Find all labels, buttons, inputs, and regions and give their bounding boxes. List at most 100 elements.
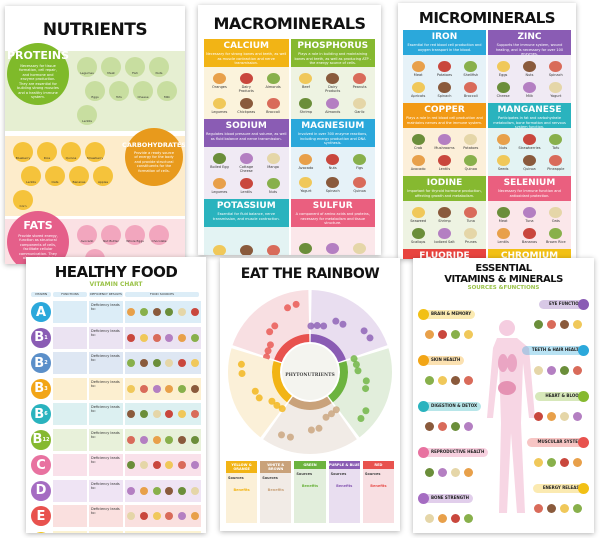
vitamin-row-b12: B 12 Deficiency leads to: <box>31 428 201 452</box>
sources-label: Sources <box>330 472 347 476</box>
benefit-icon <box>578 437 589 448</box>
food-item: Lentils <box>234 177 258 194</box>
poster-title: NUTRIENTS <box>42 20 148 40</box>
food-label: Bananas <box>521 239 538 244</box>
food-icon <box>425 422 434 431</box>
benefit-teeth-hair-health: TEETH & HAIR HEALTH <box>521 346 586 355</box>
mineral-name: SODIUM <box>225 121 267 131</box>
mineral-card-chromium: CHROMIUMInvolved in glucose metabolism a… <box>488 249 571 259</box>
food-icon <box>266 328 274 336</box>
food-label: Lentils <box>497 239 509 244</box>
benefits-label: Benefits <box>336 484 353 488</box>
food-label: Milk <box>525 93 533 98</box>
mineral-card-iodine: IODINE Important for thyroid hormone prod… <box>403 176 486 249</box>
food-icon <box>139 461 148 469</box>
food-icon <box>464 154 478 166</box>
food-icon <box>464 206 478 218</box>
vitamin-functions <box>53 326 87 349</box>
mineral-description: Essential for red blood cell production … <box>407 43 482 52</box>
nutrient-name: FATS <box>23 218 53 232</box>
nutrient-name: CARBOHYDRATES <box>122 140 185 149</box>
food-label: Iodized Salt <box>434 239 455 244</box>
mineral-name: FLUORIDE <box>419 251 470 259</box>
food-icon <box>332 406 340 414</box>
mineral-card-calcium: CALCIUM Necessary for strong bones and te… <box>204 39 289 119</box>
food-icon <box>165 384 174 393</box>
food-item: Oranges <box>207 72 231 93</box>
food-icon <box>152 512 161 520</box>
food-item: Avocado <box>261 245 285 255</box>
sources-label: Sources <box>296 472 313 476</box>
food-item: Broccoli <box>459 81 483 98</box>
food-icon <box>438 376 447 385</box>
mineral-description: Plays a role in building and maintaining… <box>294 52 371 65</box>
food-item: Bananas <box>234 245 258 255</box>
benefit-bone-strength: BONE STRENGTH <box>421 494 473 503</box>
food-icon <box>534 504 543 513</box>
vitamin-food-sources <box>125 403 201 425</box>
vitamin-deficiency: Deficiency leads to: <box>89 428 123 451</box>
food-icon <box>464 133 478 145</box>
food-icon <box>127 410 136 418</box>
poster-subtitle: SOURCES &FUNCTIONS <box>467 285 540 291</box>
food-label: Nuts <box>499 145 508 150</box>
mineral-header: ZINC Supports the immune system, wound he… <box>488 30 571 56</box>
mineral-card-magnesium: MAGNESIUM Involved in over 300 enzyme rea… <box>290 119 375 199</box>
card-header: YELLOW & ORANGE <box>226 461 258 473</box>
mineral-card-fluoride: FLUORIDEEssential for strong teeth and p… <box>403 249 486 259</box>
food-icon <box>190 308 199 316</box>
vitamin-deficiency: Deficiency leads to: <box>89 377 123 400</box>
food-label: Meat <box>498 218 508 223</box>
food-sources: Nuts Strawberries Tofu Seeds Quinoa Pineapple <box>488 128 571 176</box>
mineral-description: Essential for fluid balance, nerve trans… <box>212 212 280 221</box>
sources-label: Sources <box>364 472 381 476</box>
food-icon <box>353 176 367 188</box>
food-item: Nut Butter <box>101 225 121 245</box>
food-icon <box>127 461 136 469</box>
mineral-name: SULFUR <box>312 201 353 211</box>
food-icon <box>268 397 276 405</box>
poster-subtitle: VITAMIN CHART <box>89 281 143 288</box>
food-icon <box>573 412 582 421</box>
food-icon <box>437 206 451 218</box>
food-icon <box>339 320 347 328</box>
mineral-name: CHROMIUM <box>500 251 559 259</box>
mineral-description: Important for thyroid hormone production… <box>407 189 482 198</box>
food-icon <box>313 322 321 330</box>
vitamin-subscript: 1 <box>44 334 48 341</box>
benefit-eye-function: EYE FUNCTION <box>539 300 586 309</box>
poster-title: EAT THE RAINBOW <box>240 266 380 282</box>
food-icon <box>362 377 370 385</box>
food-item: Peanuts <box>348 72 372 93</box>
benefit-icon <box>578 299 589 310</box>
food-icon <box>212 97 226 109</box>
benefit-icon <box>418 355 429 366</box>
food-label: Pineapple <box>547 166 565 171</box>
mineral-card-manganese: MANGANESE Participates in fat and carbohy… <box>488 103 571 176</box>
food-sources: Boiled Egg Cottage Cheese Mango Legumes Lent… <box>204 147 289 199</box>
food-item: Quinoa <box>61 142 81 162</box>
food-label: Yogurt <box>300 188 312 193</box>
vitamin-row-b2: B 2 Deficiency leads to: <box>31 351 201 375</box>
food-icon <box>464 422 473 431</box>
sources-label: Sources <box>262 476 278 480</box>
vitamin-functions <box>53 301 87 323</box>
benefits-label: Benefits <box>370 484 387 488</box>
vitamin-functions <box>53 479 87 502</box>
food-item: Tofu <box>544 133 568 150</box>
food-item: Lentils <box>433 154 457 171</box>
food-item: Shellfish <box>459 60 483 77</box>
food-item: Nuts <box>149 57 169 77</box>
card-header: RED <box>362 461 395 469</box>
food-item: Almonds <box>261 72 285 93</box>
vitamin-food-sources <box>125 505 201 527</box>
food-icon <box>437 133 451 145</box>
food-icon <box>464 514 473 523</box>
food-icon <box>437 60 451 72</box>
food-icon <box>212 245 226 255</box>
food-item: Boiled Egg <box>207 152 231 173</box>
food-icon <box>127 512 136 520</box>
food-item: Dairy Products <box>321 243 345 255</box>
mineral-description: Regulates blood pressure and volume, as … <box>206 132 287 141</box>
food-icon <box>451 422 460 431</box>
